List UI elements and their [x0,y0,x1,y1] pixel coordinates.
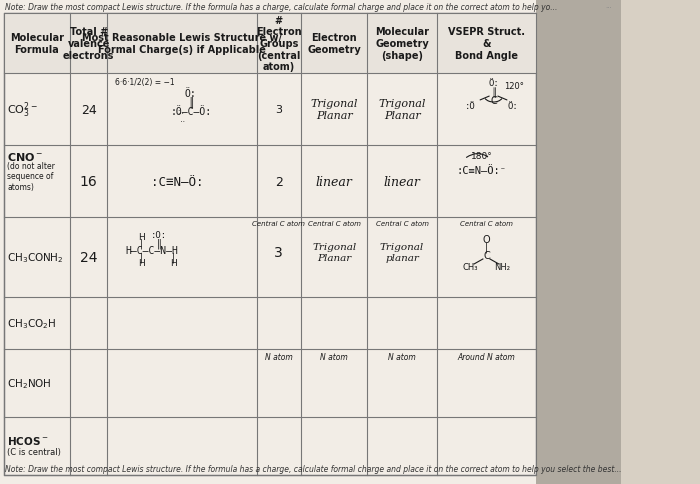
Text: CH₃: CH₃ [463,263,478,272]
Text: H—C—C—N—H: H—C—C—N—H [125,245,178,256]
Text: Central C atom: Central C atom [376,221,428,227]
Text: linear: linear [384,175,421,188]
Text: Note: Draw the most compact Lewis structure. If the formula has a charge, calcul: Note: Draw the most compact Lewis struct… [6,3,558,12]
Text: 3: 3 [274,245,283,259]
Bar [4,14,536,475]
Text: ║: ║ [188,96,194,108]
Text: Trigonal
Planar: Trigonal Planar [379,99,426,121]
Text: Molecular
Formula: Molecular Formula [10,33,64,55]
Text: Around N atom: Around N atom [458,352,515,361]
Text: Ö:: Ö: [488,79,499,88]
Text: Molecular
Geometry
(shape): Molecular Geometry (shape) [375,27,429,60]
Text: Ö:: Ö: [185,89,197,99]
Text: ..: .. [176,117,185,123]
Text: 24: 24 [81,103,97,116]
Text: ...: ... [606,3,612,9]
Text: Total #
valence
electrons: Total # valence electrons [63,27,115,60]
FancyArrowPatch shape [466,154,488,158]
Text: N atom: N atom [389,352,416,361]
Text: linear: linear [316,175,353,188]
Text: 3: 3 [275,105,282,115]
Text: :C≡N—Ö:: :C≡N—Ö: [151,175,204,188]
Text: N atom: N atom [321,352,348,361]
Text: HCOS$^-$: HCOS$^-$ [7,434,48,446]
Text: :C≡N—Ö:⁻: :C≡N—Ö:⁻ [457,166,507,176]
Text: H: H [138,233,144,242]
Text: 2: 2 [275,175,283,188]
Text: CH$_3$CO$_2$H: CH$_3$CO$_2$H [7,317,57,330]
Text: H: H [138,259,144,268]
Text: C: C [483,251,490,260]
Text: CH$_3$CONH$_2$: CH$_3$CONH$_2$ [7,251,64,264]
Text: NH₂: NH₂ [494,263,510,272]
Text: 6·6·1/2(2) = −1: 6·6·1/2(2) = −1 [115,78,174,87]
Text: Central C atom: Central C atom [308,221,360,227]
Text: N atom: N atom [265,352,293,361]
Text: :..: :.. [177,109,183,115]
Text: Central C atom: Central C atom [460,221,513,227]
Text: 16: 16 [80,175,97,189]
Text: :O:: :O: [150,231,167,240]
Bar [4,14,536,74]
Text: Electron
Geometry: Electron Geometry [307,33,361,55]
Text: 24: 24 [80,251,97,264]
Text: CH$_2$NOH: CH$_2$NOH [7,377,52,390]
Text: |: | [485,242,488,253]
Text: Trigonal
Planar: Trigonal Planar [311,99,358,121]
Bar [536,0,622,484]
Text: |: | [139,238,143,249]
Text: VSEPR Struct.
&
Bond Angle: VSEPR Struct. & Bond Angle [448,27,525,60]
Text: O: O [482,235,490,244]
Text: #
Electron
Groups
(central
atom): # Electron Groups (central atom) [256,16,302,72]
Text: :Ö—C—Ö:: :Ö—C—Ö: [170,107,211,117]
Text: :Ö: :Ö [465,102,476,111]
Text: Trigonal
Planar: Trigonal Planar [312,243,356,262]
Text: Ö:: Ö: [508,102,519,111]
Text: CNO$^-$: CNO$^-$ [7,151,43,163]
Text: |: | [139,252,143,263]
Text: 120°: 120° [504,82,524,91]
Text: CO$_3^{2-}$: CO$_3^{2-}$ [7,100,38,120]
Text: ‖: ‖ [157,238,161,249]
Text: 180°: 180° [471,151,493,161]
Text: H: H [169,259,176,268]
Text: ║: ║ [491,87,496,97]
Text: Note: Draw the most compact Lewis structure. If the formula has a charge, calcul: Note: Draw the most compact Lewis struct… [6,464,622,473]
Text: Central C atom: Central C atom [252,221,305,227]
Text: Trigonal
planar: Trigonal planar [380,243,424,262]
Text: Most Reasonable Lewis Structure w/
Formal Charge(s) if Applicable: Most Reasonable Lewis Structure w/ Forma… [82,33,282,55]
Text: (do not alter
sequence of
atoms): (do not alter sequence of atoms) [7,162,55,191]
Text: (C is central): (C is central) [7,448,61,456]
Text: |: | [172,252,175,263]
Text: C: C [490,96,497,106]
